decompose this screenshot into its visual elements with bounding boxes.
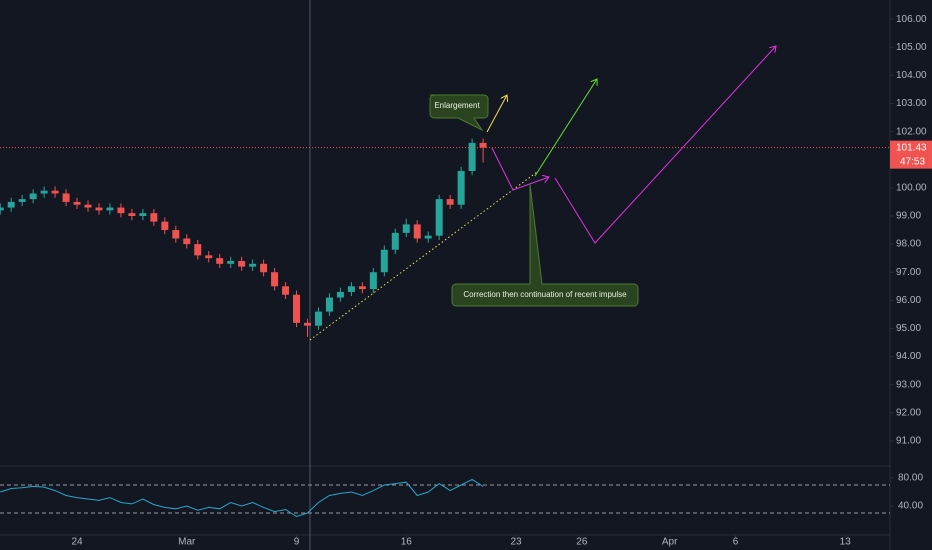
arrow — [486, 95, 507, 133]
candle-body — [51, 190, 59, 194]
candle-body — [271, 272, 279, 287]
candle-body — [260, 263, 268, 273]
candle-body — [468, 142, 476, 171]
callout — [429, 94, 489, 132]
candle-body — [293, 294, 301, 323]
candle-body — [183, 238, 191, 245]
candle-body — [238, 260, 246, 267]
x-tick-label: 6 — [733, 537, 739, 548]
candle-body — [325, 297, 333, 312]
candle-body — [249, 263, 257, 267]
candle-body — [62, 193, 70, 202]
candle-body — [369, 272, 377, 290]
y-tick-label: 94.00 — [896, 351, 921, 362]
y-tick-label: 91.00 — [896, 436, 921, 447]
candle-body — [314, 311, 322, 326]
y-tick-label: 40.00 — [898, 501, 923, 512]
countdown-label: 47:53 — [900, 156, 925, 167]
y-tick-label: 99.00 — [896, 211, 921, 222]
candle-body — [73, 201, 81, 205]
rsi-line — [0, 478, 484, 518]
candle-body — [282, 286, 290, 295]
candle-body — [150, 213, 158, 222]
candle-body — [128, 213, 136, 216]
y-tick-label: 80.00 — [898, 473, 923, 484]
y-tick-label: 92.00 — [896, 407, 921, 418]
candle-body — [380, 249, 388, 273]
candle-body — [413, 224, 421, 239]
candle-body — [139, 213, 147, 216]
x-tick-label: 13 — [840, 537, 852, 548]
annotation: Enlargement — [434, 101, 480, 110]
x-tick-label: 16 — [401, 537, 413, 548]
y-tick-label: 100.00 — [896, 183, 927, 194]
price-tag — [890, 140, 932, 169]
y-tick-label: 93.00 — [896, 379, 921, 390]
candle-body — [402, 224, 410, 233]
candle-body — [106, 207, 114, 211]
candle-body — [18, 199, 26, 202]
candle-body — [227, 260, 235, 264]
x-tick-label: 23 — [510, 537, 522, 548]
candle-body — [29, 193, 37, 200]
x-tick-label: Mar — [178, 537, 196, 548]
arrow — [554, 46, 776, 244]
candle-body — [347, 286, 355, 292]
candle-body — [172, 230, 180, 239]
annotation: Correction then continuation of recent i… — [463, 290, 627, 299]
candle-body — [216, 258, 224, 264]
y-tick-label: 106.00 — [896, 14, 927, 25]
candle-body — [84, 204, 92, 208]
candle-body — [424, 235, 432, 239]
candle-body — [303, 322, 311, 326]
candle-body — [205, 255, 213, 259]
candle-body — [391, 232, 399, 250]
y-tick-label: 102.00 — [896, 126, 927, 137]
arrow — [491, 147, 549, 191]
y-tick-label: 96.00 — [896, 295, 921, 306]
x-tick-label: Apr — [662, 537, 678, 548]
candle-body — [479, 142, 487, 148]
candle-body — [7, 201, 15, 208]
y-tick-label: 98.00 — [896, 239, 921, 250]
candle-body — [358, 286, 366, 290]
price-tag-label: 101.43 — [896, 142, 927, 153]
y-tick-label: 104.00 — [896, 70, 927, 81]
arrow — [534, 79, 597, 177]
candle-body — [40, 190, 48, 194]
candle-body — [446, 199, 454, 205]
x-tick-label: 24 — [71, 537, 83, 548]
y-tick-label: 97.00 — [896, 267, 921, 278]
y-tick-label: 103.00 — [896, 98, 927, 109]
x-tick-label: 26 — [576, 537, 588, 548]
candle-body — [0, 207, 4, 211]
candle-body — [95, 207, 103, 211]
candle-body — [194, 244, 202, 256]
trend-line — [309, 171, 538, 341]
candle-body — [336, 291, 344, 298]
candle-body — [435, 199, 443, 236]
candle-body — [117, 207, 125, 214]
x-tick-label: 9 — [294, 537, 300, 548]
callout — [451, 183, 639, 307]
y-tick-label: 105.00 — [896, 42, 927, 53]
candle-body — [457, 170, 465, 205]
y-tick-label: 95.00 — [896, 323, 921, 334]
candle-body — [161, 221, 169, 231]
